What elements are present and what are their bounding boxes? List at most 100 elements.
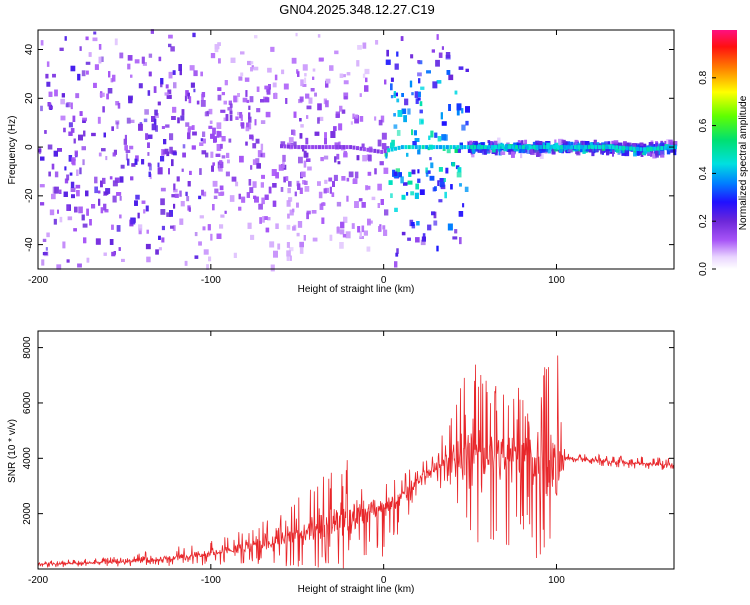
spectrogram-cell xyxy=(100,207,104,214)
spectrogram-ridge-cell xyxy=(515,145,518,150)
spectrogram-cell xyxy=(535,140,540,145)
spectrogram-cell xyxy=(252,143,257,149)
spectrogram-cell xyxy=(166,94,172,99)
spectrogram-ridge-cell xyxy=(542,145,546,150)
spectrogram-cell xyxy=(289,209,294,216)
spectrogram-cell xyxy=(216,233,222,239)
spectrogram-cell xyxy=(238,76,243,81)
spectrogram-cell xyxy=(73,138,76,144)
spectrogram-cell xyxy=(521,140,524,145)
spectrogram-cell xyxy=(172,225,176,231)
spectrogram-cell xyxy=(223,117,228,122)
snr-x-tick-label: 100 xyxy=(548,575,565,586)
spectrogram-cell xyxy=(411,224,416,229)
spectrogram-ridge-cell xyxy=(387,148,391,153)
spectrogram-x-tick-label: -200 xyxy=(28,275,48,286)
spectrogram-cell xyxy=(187,92,190,99)
spectrogram-cell xyxy=(145,205,149,212)
spectrogram-cell xyxy=(74,150,78,157)
spectrogram-cell xyxy=(148,171,151,177)
spectrogram-cell xyxy=(394,261,398,268)
spectrogram-cell xyxy=(396,98,400,103)
spectrogram-cell xyxy=(153,118,157,125)
spectrogram-cell xyxy=(639,142,644,148)
spectrogram-cell xyxy=(303,235,306,241)
spectrogram-cell xyxy=(568,149,573,153)
spectrogram-cell xyxy=(238,206,242,211)
spectrogram-ridge-cell xyxy=(674,145,677,150)
spectrogram-ridge-cell xyxy=(318,145,321,150)
spectrogram-cell xyxy=(173,188,178,193)
spectrogram-ridge-cell xyxy=(314,145,318,150)
spectrogram-cell xyxy=(97,116,101,124)
spectrogram-cell xyxy=(457,167,462,173)
spectrogram-cell xyxy=(320,157,324,162)
spectrogram-cell xyxy=(99,92,105,97)
spectrogram-cell xyxy=(325,78,331,84)
spectrogram-cell xyxy=(165,84,169,89)
spectrogram-cell xyxy=(250,165,253,170)
spectrogram-cell xyxy=(173,151,177,156)
spectrogram-cell xyxy=(414,192,419,199)
spectrogram-cell xyxy=(178,64,182,71)
spectrogram-cell xyxy=(401,108,407,114)
spectrogram-cell xyxy=(40,40,44,46)
spectrogram-cell xyxy=(79,111,83,116)
spectrogram-cell xyxy=(161,126,165,129)
spectrogram-cell xyxy=(417,60,421,64)
spectrogram-ridge-cell xyxy=(535,145,539,150)
spectrogram-cell xyxy=(344,96,348,100)
spectrogram-cell xyxy=(353,178,358,184)
spectrogram-cell xyxy=(411,169,416,175)
spectrogram-cell xyxy=(330,131,336,138)
spectrogram-cell xyxy=(551,146,554,150)
spectrogram-cell xyxy=(176,176,180,182)
spectrogram-cell xyxy=(124,145,128,151)
spectrogram-cell xyxy=(143,209,146,214)
spectrogram-cell xyxy=(113,149,117,155)
spectrogram-cell xyxy=(436,34,439,40)
spectrogram-cell xyxy=(82,117,87,122)
spectrogram-cell xyxy=(342,234,347,238)
spectrogram-cell xyxy=(343,152,348,158)
spectrogram-cell xyxy=(296,69,299,74)
spectrogram-cell xyxy=(267,67,272,73)
spectrogram-cell xyxy=(408,171,412,177)
spectrogram-cell xyxy=(431,211,435,216)
spectrogram-cell xyxy=(68,122,73,128)
spectrogram-ridge-cell xyxy=(518,145,522,150)
spectrogram-cell xyxy=(170,46,175,52)
spectrogram-cell xyxy=(343,80,349,85)
spectrogram-cell xyxy=(105,156,108,161)
spectrogram-cell xyxy=(458,66,464,70)
spectrogram-cell xyxy=(245,90,248,97)
spectrogram-cell xyxy=(339,73,344,78)
spectrogram-cell xyxy=(252,159,258,165)
spectrogram-ridge-cell xyxy=(559,145,563,150)
spectrogram-cell xyxy=(285,176,289,181)
spectrogram-cell xyxy=(454,147,458,153)
spectrogram-cell xyxy=(207,224,211,231)
spectrogram-cell xyxy=(417,97,421,101)
spectrogram-cell xyxy=(286,200,291,207)
spectrogram-cell xyxy=(249,134,254,140)
spectrogram-cell xyxy=(212,127,216,135)
spectrogram-cell xyxy=(250,61,254,65)
spectrogram-cell xyxy=(77,73,81,81)
spectrogram-cell xyxy=(585,141,589,145)
spectrogram-cell xyxy=(512,143,517,150)
spectrogram-cell xyxy=(155,125,158,132)
spectrogram-cell xyxy=(199,215,204,219)
spectrogram-cell xyxy=(533,149,537,153)
spectrogram-cell xyxy=(146,229,149,234)
spectrogram-ridge-cell xyxy=(463,145,467,150)
spectrogram-cell xyxy=(142,62,147,66)
spectrogram-cell xyxy=(650,150,654,154)
spectrogram-cell xyxy=(317,117,320,124)
spectrogram-cell xyxy=(226,152,230,158)
spectrogram-cell xyxy=(299,241,304,248)
spectrogram-cell xyxy=(419,109,423,114)
spectrogram-cell xyxy=(169,146,173,154)
spectrogram-cell xyxy=(288,197,293,202)
